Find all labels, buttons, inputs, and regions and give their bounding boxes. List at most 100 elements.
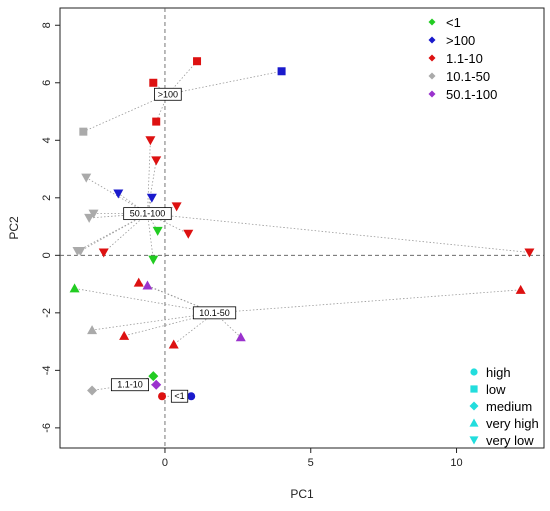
- y-tick-label: 8: [41, 22, 53, 28]
- centroid-label-text: >100: [158, 89, 178, 99]
- centroid-label: 50.1-100: [123, 207, 172, 221]
- spider-line: [77, 213, 148, 252]
- reference-lines: [60, 8, 544, 448]
- centroid-label: 10.1-50: [192, 306, 237, 320]
- data-points: [69, 57, 535, 401]
- y-axis-title: PC2: [7, 216, 21, 240]
- legend-color-label: 10.1-50: [446, 69, 490, 84]
- color-legend: <1 >100 1.1-10 10.1-50 50.1-100: [428, 15, 497, 102]
- spider-line: [74, 287, 215, 314]
- data-point: [142, 280, 153, 290]
- centroid-label-box: [192, 306, 237, 320]
- centroid-label-box: [170, 389, 189, 403]
- legend-color-label: 50.1-100: [446, 87, 497, 102]
- data-point: [151, 156, 162, 166]
- legend-shape-label: very high: [486, 416, 539, 431]
- x-tick-label: 10: [450, 457, 462, 469]
- data-point: [171, 202, 182, 212]
- data-point: [152, 117, 161, 126]
- data-point: [193, 57, 202, 66]
- x-axis-title: PC1: [290, 487, 314, 501]
- spider-line: [89, 213, 148, 219]
- y-tick-label: -6: [41, 423, 53, 433]
- spider-line: [83, 93, 169, 133]
- data-point: [87, 325, 98, 335]
- centroid-label-box: [110, 378, 149, 392]
- data-point: [152, 226, 163, 236]
- data-point: [79, 127, 88, 136]
- data-point: [148, 255, 159, 265]
- centroid-label-text: 50.1-100: [130, 209, 166, 219]
- legend-color-swatch: [428, 18, 436, 26]
- data-point: [168, 339, 179, 349]
- y-tick-label: 4: [41, 137, 53, 143]
- legend-shape-swatch: [469, 418, 479, 427]
- legend-shape-swatch: [469, 401, 479, 411]
- centroid-label-text: <1: [174, 391, 184, 401]
- spider-line: [147, 285, 215, 314]
- centroid-label-box: [123, 207, 172, 221]
- spider-line: [103, 213, 148, 253]
- centroid-label-text: 10.1-50: [199, 308, 230, 318]
- data-point: [145, 136, 156, 146]
- legend-color-label: >100: [446, 33, 475, 48]
- legend-color-swatch: [428, 54, 436, 62]
- legend-color-swatch: [428, 36, 436, 44]
- legend-shape-swatch: [470, 368, 478, 376]
- plot-area-frame: [59, 7, 545, 449]
- x-tick-label: 5: [308, 457, 314, 469]
- data-point: [515, 284, 526, 294]
- spider-line: [147, 213, 530, 253]
- data-point: [158, 392, 167, 401]
- data-point: [133, 277, 144, 287]
- centroid-label: >100: [154, 87, 182, 101]
- y-tick-label: 0: [41, 252, 53, 258]
- legend-shape-label: medium: [486, 399, 532, 414]
- data-point: [183, 229, 194, 239]
- spider-line: [80, 213, 148, 252]
- legend-shape-label: high: [486, 365, 511, 380]
- data-point: [84, 213, 95, 223]
- legend-color-label: 1.1-10: [446, 51, 483, 66]
- spider-line: [214, 312, 242, 338]
- y-tick-label: 6: [41, 80, 53, 86]
- axes: 0 5 10 -6 -4 -2 0 2 4 6 8: [41, 22, 463, 469]
- data-point: [524, 248, 535, 258]
- shape-legend: high low medium very high very low: [469, 365, 539, 448]
- spider-line: [214, 289, 521, 314]
- data-point: [72, 247, 83, 257]
- data-point: [187, 392, 196, 401]
- legend-color-swatch: [428, 72, 436, 80]
- spider-line: [173, 312, 215, 345]
- data-point: [69, 283, 80, 293]
- legend-shape-swatch: [469, 436, 479, 445]
- centroid-label-box: [154, 87, 182, 101]
- data-point: [119, 330, 130, 340]
- data-point: [81, 173, 92, 183]
- y-tick-label: -2: [41, 308, 53, 318]
- spider-line: [124, 312, 215, 337]
- data-point: [277, 67, 286, 76]
- data-point: [149, 78, 158, 87]
- data-point: [87, 385, 98, 396]
- spider-line: [118, 193, 148, 214]
- legend-shape-swatch: [470, 385, 478, 393]
- centroid-label-text: 1.1-10: [117, 380, 143, 390]
- spider-line: [147, 197, 153, 214]
- y-tick-label: 2: [41, 195, 53, 201]
- spider-line: [147, 213, 154, 260]
- y-tick-label: -4: [41, 365, 53, 375]
- spider-line: [92, 384, 131, 391]
- centroid-label: 1.1-10: [110, 378, 149, 392]
- legend-color-label: <1: [446, 15, 461, 30]
- data-point: [98, 248, 109, 258]
- data-point: [113, 189, 124, 199]
- data-point: [235, 332, 246, 342]
- legend-shape-label: low: [486, 382, 506, 397]
- x-tick-label: 0: [162, 457, 168, 469]
- legend-color-swatch: [428, 90, 436, 98]
- centroid-label: <1: [170, 389, 189, 403]
- legend-shape-label: very low: [486, 433, 534, 448]
- data-point: [146, 193, 157, 203]
